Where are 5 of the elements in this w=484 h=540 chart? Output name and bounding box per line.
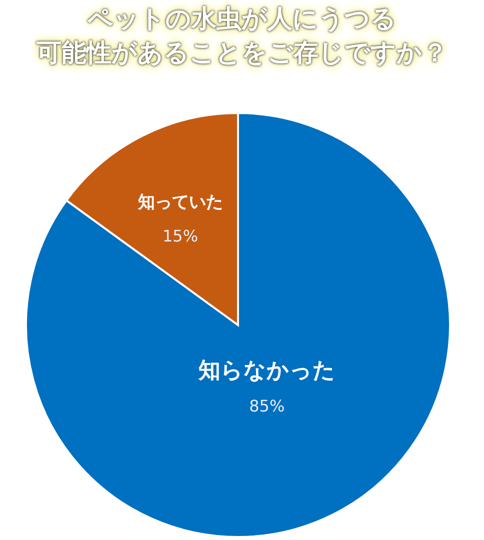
data-label: 15% — [162, 226, 198, 246]
slice-label: 知らなかった — [197, 358, 336, 384]
slice: 知っていた 15% — [66, 112, 239, 326]
data-label: 85% — [249, 396, 285, 416]
slice-label: 知っていた — [136, 192, 223, 213]
